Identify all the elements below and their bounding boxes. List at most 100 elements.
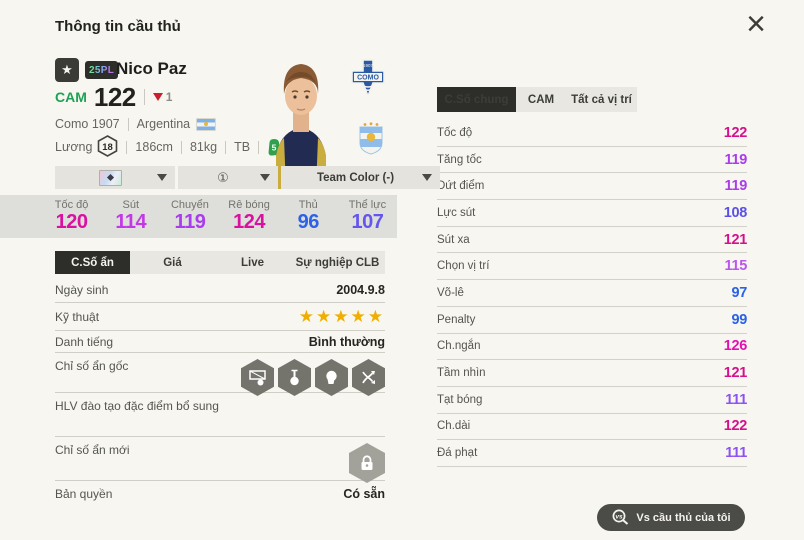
nation-name: Argentina bbox=[136, 117, 191, 131]
goal-shot-icon bbox=[241, 359, 274, 396]
stat-label: Ch.dài bbox=[437, 420, 471, 433]
stat-row: Tạt bóng 111 bbox=[437, 387, 747, 414]
detail-tabs: C.Số ẩn Giá Live Sự nghiệp CLB bbox=[55, 251, 385, 274]
quick-stat-value: 107 bbox=[351, 210, 384, 233]
team-color-label: Team Color (-) bbox=[316, 171, 395, 184]
level-dropdown[interactable]: ① bbox=[178, 166, 278, 189]
season-badge: 25PL bbox=[85, 61, 119, 79]
close-icon[interactable]: × bbox=[746, 5, 766, 43]
height-value: 186cm bbox=[135, 140, 173, 154]
stat-value: 99 bbox=[731, 311, 747, 328]
detail-tab[interactable]: Live bbox=[215, 251, 290, 274]
ovr-value: 122 bbox=[93, 81, 136, 112]
card-grade-dropdown[interactable] bbox=[55, 166, 175, 189]
quick-stat: Thủ 96 bbox=[279, 200, 338, 233]
stat-label: Lực sút bbox=[437, 206, 476, 219]
detail-tab[interactable]: Giá bbox=[130, 251, 215, 274]
attributes-row: Lương 18 186cm 81kg TB 5 3 bbox=[55, 134, 296, 158]
quick-stat: Sút 114 bbox=[101, 200, 160, 233]
detail-list: Ngày sinh 2004.9.8 Kỹ thuật ★★★★★ Danh t… bbox=[55, 277, 385, 507]
tab-label: Giá bbox=[163, 256, 182, 269]
quick-stat-label: Sút bbox=[122, 199, 140, 212]
stat-row: Sút xa 121 bbox=[437, 227, 747, 254]
card-grade-thumbnail-icon bbox=[98, 169, 122, 186]
potion-icon bbox=[278, 359, 311, 396]
divider bbox=[258, 140, 260, 154]
stat-value: 97 bbox=[731, 284, 747, 301]
stat-value: 122 bbox=[723, 124, 748, 141]
body-type-value: TB bbox=[234, 140, 251, 154]
stat-scope-tab[interactable]: CAM bbox=[516, 87, 566, 112]
stat-row: Võ-lê 97 bbox=[437, 280, 747, 307]
star-rating: ★★★★★ bbox=[298, 306, 385, 326]
quick-stat-value: 120 bbox=[55, 210, 88, 233]
stat-label: Tạt bóng bbox=[437, 393, 483, 406]
stat-row: Chọn vị trí 115 bbox=[437, 253, 747, 281]
stat-scope-tabs: C.Số chung CAM Tất cả vị trí bbox=[437, 87, 637, 112]
stat-label: Chọn vị trí bbox=[437, 260, 490, 273]
star-grade-icon[interactable]: ★ bbox=[55, 58, 79, 82]
level-value: ① bbox=[217, 169, 229, 185]
quick-stat-label: Thủ bbox=[298, 199, 318, 212]
svg-text:18: 18 bbox=[103, 142, 114, 153]
ovr-change-value: 1 bbox=[165, 90, 173, 104]
detail-tab[interactable]: Sự nghiệp CLB bbox=[290, 251, 385, 274]
quick-stat: Tốc độ 120 bbox=[42, 200, 101, 233]
stat-row: Tốc độ 122 bbox=[437, 120, 747, 147]
divider bbox=[225, 140, 227, 154]
detail-row-reputation: Danh tiếng Bình thường bbox=[55, 331, 385, 353]
quick-stat-label: Chuyển bbox=[170, 199, 209, 212]
svg-text:COMO: COMO bbox=[357, 75, 379, 82]
stat-label: Ch.ngắn bbox=[437, 340, 481, 353]
quick-stat-value: 114 bbox=[115, 210, 147, 233]
detail-row-technique: Kỹ thuật ★★★★★ bbox=[55, 303, 385, 331]
quick-stat-value: 124 bbox=[233, 210, 266, 233]
team-color-dropdown[interactable]: Team Color (-) bbox=[281, 166, 440, 189]
detail-row-birthdate: Ngày sinh 2004.9.8 bbox=[55, 277, 385, 303]
detail-row-new-hidden: Chỉ số ẩn mới bbox=[55, 437, 385, 483]
page-title: Thông tin cầu thủ bbox=[55, 18, 181, 35]
divider bbox=[143, 89, 145, 105]
club-name: Como 1907 bbox=[55, 117, 120, 131]
stat-value: 126 bbox=[723, 338, 748, 355]
flair-icon bbox=[352, 359, 385, 396]
stat-label: Sút xa bbox=[437, 233, 470, 246]
stat-value: 121 bbox=[723, 365, 748, 382]
vs-my-player-button[interactable]: vs Vs cầu thủ của tôi bbox=[597, 504, 745, 531]
stat-label: Dứt điểm bbox=[437, 180, 485, 193]
quick-stat-value: 96 bbox=[297, 210, 320, 233]
button-label: Vs cầu thủ của tôi bbox=[636, 511, 731, 524]
stat-list: Tốc độ 122 Tăng tốc 119 Dứt điểm 119 Lực… bbox=[437, 120, 747, 467]
stat-value: 111 bbox=[725, 445, 747, 462]
detail-tab[interactable]: C.Số ẩn bbox=[55, 251, 130, 274]
stat-label: Võ-lê bbox=[437, 286, 464, 299]
stat-row: Tăng tốc 119 bbox=[437, 147, 747, 174]
stat-value: 108 bbox=[723, 204, 748, 221]
stat-row: Ch.ngắn 126 bbox=[437, 334, 747, 361]
position-ovr-row: CAM 122 1 bbox=[55, 81, 173, 112]
stat-row: Đá phạt 111 bbox=[437, 440, 747, 467]
detail-row-hidden-traits: Chỉ số ẩn gốc bbox=[55, 353, 385, 396]
detail-row-coach-traits: HLV đào tạo đặc điểm bổ sung bbox=[55, 393, 385, 437]
quick-stats-strip: Tốc độ 120 Sút 114 Chuyển 119 Rê bóng 12… bbox=[0, 195, 397, 238]
quick-stat-label: Thể lực bbox=[348, 199, 387, 212]
tab-label: Live bbox=[240, 256, 264, 269]
stat-scope-tab[interactable]: C.Số chung bbox=[437, 87, 516, 112]
stat-label: Đá phạt bbox=[437, 447, 478, 460]
stat-value: 122 bbox=[723, 418, 748, 435]
stat-scope-tab[interactable]: Tất cả vị trí bbox=[566, 87, 637, 112]
stat-value: 119 bbox=[724, 151, 748, 168]
stat-row: Penalty 99 bbox=[437, 307, 747, 334]
svg-text:1907: 1907 bbox=[363, 63, 374, 68]
tab-label: C.Số chung bbox=[444, 93, 509, 106]
svg-text:vs: vs bbox=[616, 514, 624, 521]
divider bbox=[180, 140, 182, 154]
stat-row: Lực sút 108 bbox=[437, 200, 747, 227]
divider bbox=[127, 117, 129, 131]
stat-label: Penalty bbox=[437, 313, 476, 326]
tab-label: Sự nghiệp CLB bbox=[295, 256, 380, 269]
stat-value: 111 bbox=[725, 391, 747, 408]
stat-label: Tầm nhìn bbox=[437, 367, 486, 380]
tab-label: Tất cả vị trí bbox=[571, 93, 632, 106]
